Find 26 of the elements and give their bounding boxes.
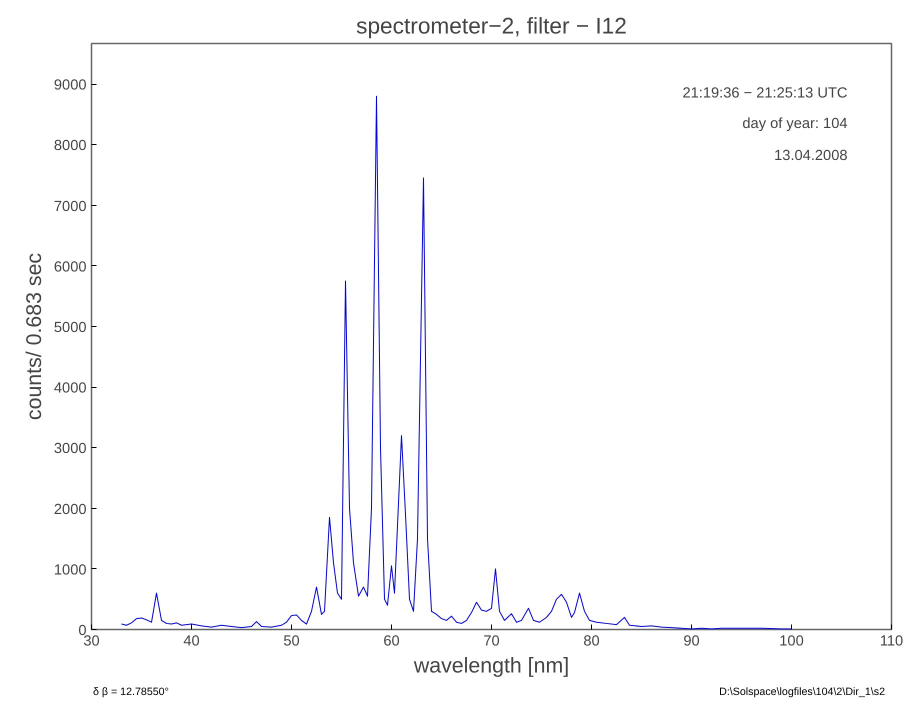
y-tick-label: 8000 [54, 138, 87, 154]
annotation: 21:19:36 − 21:25:13 UTC [682, 85, 848, 102]
y-axis-title: counts/ 0.683 sec [22, 252, 46, 420]
annotation: 13.04.2008 [774, 148, 848, 164]
text: δ β = 12.78550° [93, 685, 169, 700]
y-tick-label: 3000 [54, 441, 87, 458]
x-tick-label: 100 [779, 634, 804, 650]
x-tick-label: 60 [383, 634, 400, 650]
y-tick-label: 7000 [54, 198, 87, 215]
y-tick-label: 2000 [54, 502, 87, 518]
y-tick-label: 1000 [54, 562, 87, 578]
annotation: day of year: 104 [742, 116, 848, 132]
y-tick-label: 4000 [54, 380, 87, 397]
x-tick-label: 40 [183, 634, 200, 650]
y-tick-label: 6000 [54, 259, 87, 276]
text: D:\Solspace\logfiles\104\2\Dir_1\s2 [719, 685, 885, 700]
x-tick-label: 70 [483, 634, 500, 650]
x-tick-label: 50 [283, 634, 300, 650]
x-tick-label: 80 [583, 634, 600, 650]
y-tick-label: 9000 [54, 78, 87, 94]
chart-title: spectrometer−2, filter − I12 [356, 12, 627, 38]
x-tick-label: 90 [683, 634, 700, 650]
x-tick-label: 110 [880, 634, 904, 650]
x-axis-title: wavelength [nm] [412, 654, 570, 678]
x-tick-label: 30 [83, 634, 100, 650]
y-tick-label: 5000 [54, 320, 87, 336]
